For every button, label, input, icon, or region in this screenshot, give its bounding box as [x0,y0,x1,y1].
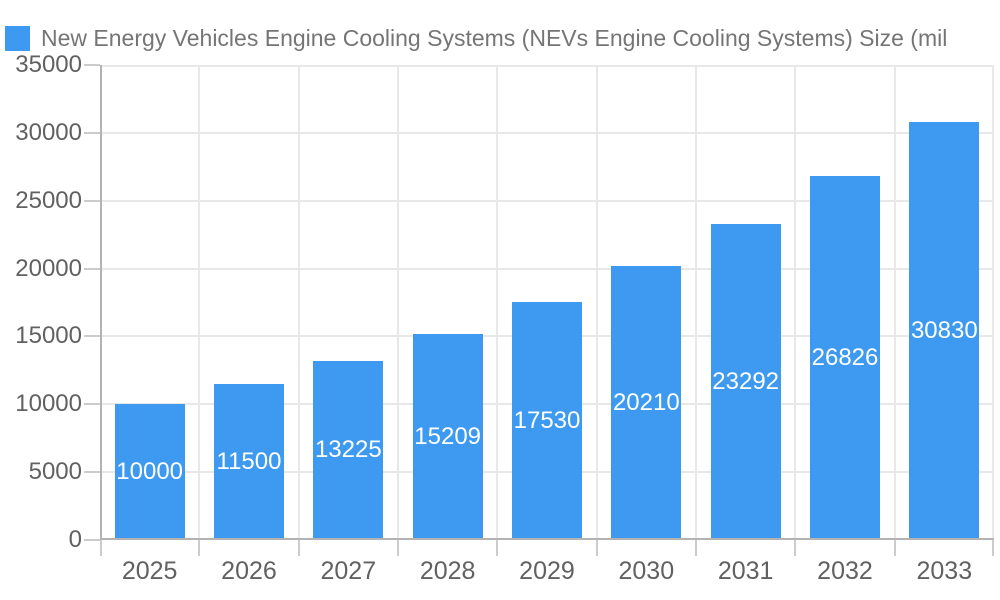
bar-value-label: 10000 [116,458,184,486]
y-axis-line [100,65,102,540]
gridline-horizontal [100,65,994,67]
y-tick-mark [84,335,100,338]
x-tick-mark [397,540,399,556]
y-tick-label: 30000 [15,118,82,146]
bar-2025[interactable]: 10000 [114,404,185,540]
gridline-vertical [297,65,300,540]
x-tick-label: 2028 [419,557,476,585]
y-tick-label: 35000 [15,51,82,78]
bar-value-label: 11500 [216,447,282,475]
x-tick-label: 2032 [817,557,873,585]
gridline-vertical [893,65,896,540]
x-tick-mark [695,540,697,556]
x-tick-label: 2029 [519,557,575,585]
bar-2028[interactable]: 15209 [412,333,483,540]
gridline-vertical [198,65,201,540]
gridline-vertical [992,65,994,540]
x-tick-label: 2030 [618,557,675,585]
x-tick-mark [595,540,598,556]
legend: New Energy Vehicles Engine Cooling Syste… [5,25,997,51]
x-tick-mark [893,540,896,556]
gridline-vertical [695,65,697,540]
bar-2033[interactable]: 30830 [909,121,980,540]
y-tick-mark [84,267,100,270]
bar-2030[interactable]: 20210 [611,265,682,540]
x-tick-label: 2031 [717,557,774,585]
x-tick-label: 2026 [221,557,277,585]
y-tick-label: 20000 [15,254,82,282]
bar-value-label: 13225 [314,436,382,464]
x-tick-mark [992,540,994,556]
gridline-vertical [595,65,598,540]
plot-area: 10000 11500 13225 15209 17530 20210 23292 26826… [100,65,994,540]
bar-value-label: 15209 [414,422,482,450]
x-tick-label: 2025 [121,557,178,585]
y-tick-label: 10000 [15,390,82,418]
y-tick-mark [84,471,100,474]
y-tick-label: 15000 [15,322,82,350]
y-tick-mark [84,199,100,202]
legend-label: New Energy Vehicles Engine Cooling Syste… [41,25,948,51]
gridline-horizontal [100,267,994,270]
x-tick-mark [297,540,300,556]
x-tick-mark [198,540,201,556]
legend-swatch [5,25,30,51]
y-tick-mark [84,131,100,134]
bar-2029[interactable]: 17530 [512,302,582,540]
x-tick-mark [496,540,499,556]
x-axis-line [100,538,994,540]
bar-value-label: 26826 [811,343,879,371]
x-tick-mark [100,540,102,556]
y-tick-mark [84,403,100,406]
x-tick-label: 2027 [320,557,377,585]
bar-2026[interactable]: 11500 [214,383,284,540]
gridline-vertical [397,65,399,540]
y-tick-label: 25000 [15,186,82,214]
bar-2031[interactable]: 23292 [710,223,781,540]
gridline-vertical [794,65,797,540]
gridline-horizontal [100,131,994,134]
bar-value-label: 20210 [612,388,680,416]
gridline-vertical [496,65,499,540]
y-tick-label: 5000 [28,458,82,486]
bar-2032[interactable]: 26826 [810,175,880,540]
bar-value-label: 30830 [910,316,978,344]
bar-2027[interactable]: 13225 [313,360,384,540]
y-tick-mark [84,64,100,66]
y-tick-mark [84,539,100,541]
x-tick-mark [794,540,797,556]
y-tick-label: 0 [68,526,82,553]
gridline-horizontal [100,199,994,202]
bar-value-label: 23292 [712,367,780,395]
x-tick-label: 2033 [916,557,973,585]
bar-value-label: 17530 [513,407,581,435]
